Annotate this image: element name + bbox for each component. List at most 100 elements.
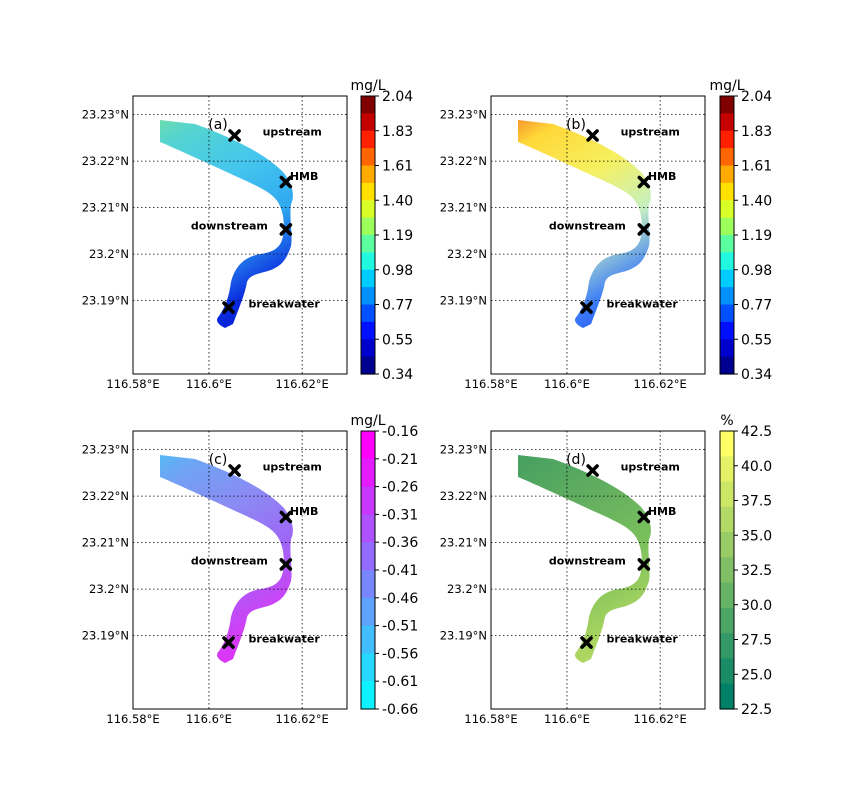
site-label-upstream: upstream [621,126,680,139]
colorbar-tick-label: -0.61 [382,674,418,690]
lat-tick-label: 23.23°N [82,443,129,457]
colorbar-tick-label: 0.77 [741,298,772,314]
panel-a: 23.23°N 23.22°N 23.21°N 23.2°N 23.19°N 116.58… [82,95,348,391]
colorbar-unit: mg/L [350,78,385,94]
site-marker-upstream [586,464,599,477]
colorbar-segment [361,252,375,271]
colorbar-segment [361,269,375,288]
site-label-hmb: HMB [290,505,319,518]
colorbar-tick-label: 0.34 [382,367,413,383]
colorbar-tick-label: 1.83 [741,124,772,140]
colorbar-tick-label: 27.5 [741,633,772,649]
lat-tick-label: 23.19°N [440,629,487,643]
colorbar-tick-label: 0.55 [741,332,772,348]
site-label-upstream: upstream [621,461,680,474]
panel-label: (b) [566,117,586,133]
site-marker-upstream [586,129,599,142]
colorbar-d: 42.5 40.0 37.5 35.0 32.5 30.0 27.5 25.0 22.5% [719,413,772,718]
colorbar-segment [720,304,734,323]
colorbar-tick-label: 1.19 [741,228,772,244]
lat-tick-label: 23.23°N [82,108,129,122]
lat-tick-label: 23.2°N [447,582,487,596]
lat-tick-label: 23.19°N [82,294,129,308]
site-label-downstream: downstream [549,554,626,567]
colorbar-segment [720,506,734,533]
lon-tick-label: 116.58°E [464,377,517,391]
map-frame [132,95,348,375]
lon-tick-label: 116.58°E [106,377,159,391]
colorbar-segment [720,557,734,584]
colorbar-segment [361,130,375,149]
colorbar-segment [720,481,734,508]
colorbar-tick-label: -0.51 [382,619,418,635]
site-marker-breakwater [222,636,235,649]
colorbar-tick-label: 0.98 [382,263,413,279]
site-label-hmb: HMB [290,170,319,183]
colorbar-segment [361,217,375,236]
lat-tick-label: 23.22°N [440,154,487,168]
site-marker-hmb [637,510,651,524]
site-marker-upstream [228,464,241,477]
colorbar-segment [361,287,375,306]
lon-tick-label: 116.58°E [106,712,159,726]
lon-tick-label: 116.6°E [186,712,232,726]
colorbar-tick-label: 25.0 [741,667,772,683]
site-marker-breakwater [580,301,593,314]
site-marker-hmb [279,175,293,189]
lon-tick-label: 116.6°E [544,712,590,726]
site-label-breakwater: breakwater [607,633,679,646]
lon-tick-label: 116.6°E [544,377,590,391]
site-marker-upstream [228,129,241,142]
lon-tick-label: 116.62°E [634,377,687,391]
panel-label: (a) [208,117,228,133]
panel-c: 23.23°N 23.22°N 23.21°N 23.2°N 23.19°N 116.58… [82,430,348,726]
colorbar-tick-label: 0.98 [741,263,772,279]
colorbar-segment [361,182,375,201]
colorbar-segment [720,683,734,710]
colorbar-unit: % [720,413,733,429]
colorbar-segment [361,96,375,114]
colorbar-segment [720,456,734,483]
colorbar-tick-label: 30.0 [741,598,772,614]
colorbar-tick-label: 1.61 [382,159,413,175]
colorbar-tick-label: -0.36 [382,535,418,551]
colorbar-segment [361,570,375,599]
colorbar-segment [361,542,375,571]
map-frame [490,430,706,710]
lat-tick-label: 23.22°N [82,489,129,503]
colorbar-segment [361,113,375,132]
colorbar-unit: mg/L [350,413,385,429]
lat-tick-label: 23.22°N [82,154,129,168]
panel-d: 23.23°N 23.22°N 23.21°N 23.2°N 23.19°N 116.58… [440,430,706,726]
site-marker-downstream [637,223,651,236]
colorbar-segment [720,339,734,358]
panel-label: (c) [209,452,228,468]
colorbar-segment [720,235,734,253]
colorbar-segment [720,148,734,167]
colorbar-segment [720,130,734,149]
colorbar-tick-label: -0.46 [382,591,418,607]
colorbar-tick-label: 22.5 [741,702,772,718]
colorbar-tick-label: 2.04 [741,89,772,105]
colorbar-tick-label: -0.66 [382,702,418,718]
colorbar-tick-label: 0.34 [741,367,772,383]
lon-tick-label: 116.62°E [634,712,687,726]
colorbar-tick-label: 0.55 [382,332,413,348]
colorbar-tick-label: 35.0 [741,528,772,544]
colorbar-segment [720,182,734,201]
site-label-breakwater: breakwater [249,298,321,311]
site-marker-breakwater [580,636,593,649]
site-label-breakwater: breakwater [249,633,321,646]
panel-b: 23.23°N 23.22°N 23.21°N 23.2°N 23.19°N 116.58… [440,95,706,391]
colorbar-segment [361,165,375,184]
site-label-hmb: HMB [648,505,677,518]
colorbar-unit: mg/L [709,78,744,94]
colorbar-segment [720,96,734,114]
colorbar-tick-label: 0.77 [382,298,413,314]
site-label-hmb: HMB [648,170,677,183]
lon-tick-label: 116.62°E [276,712,329,726]
colorbar-tick-label: 1.83 [382,124,413,140]
lat-tick-label: 23.23°N [440,108,487,122]
colorbar-segment [720,532,734,558]
site-marker-downstream [637,558,651,571]
